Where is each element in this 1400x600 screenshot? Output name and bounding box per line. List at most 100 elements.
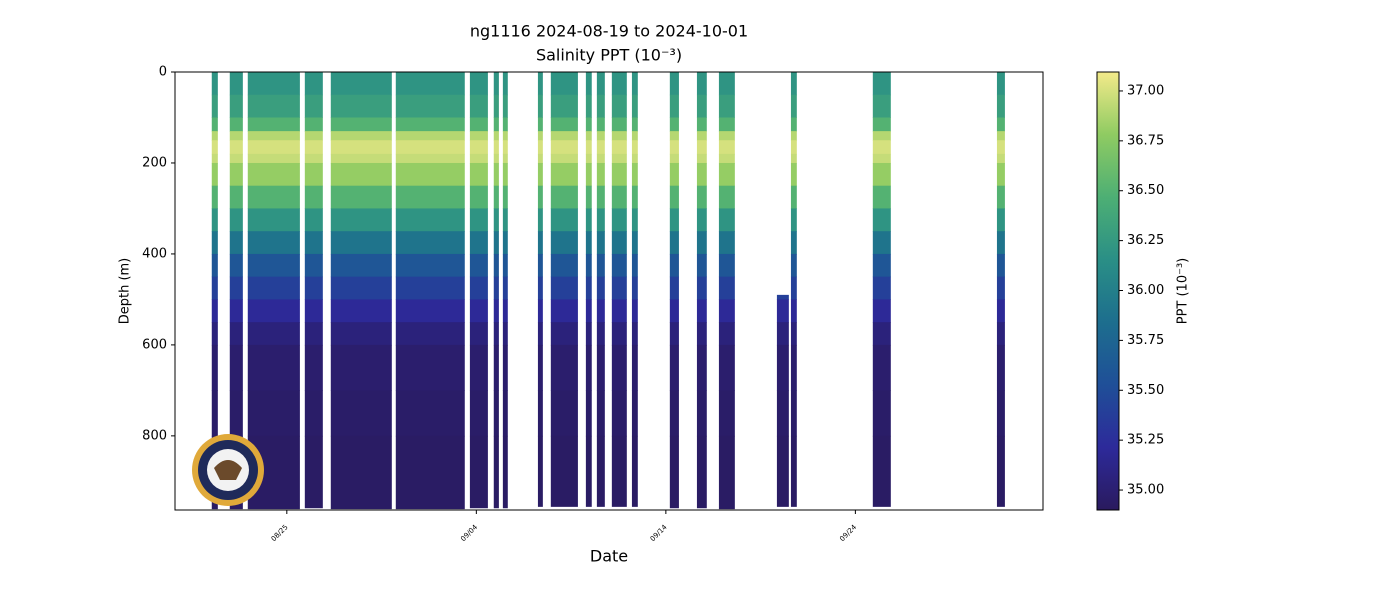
profile-cell bbox=[330, 185, 392, 209]
y-tick-label: 0 bbox=[159, 65, 167, 80]
profile-cell bbox=[996, 299, 1005, 323]
profile-cell bbox=[550, 299, 578, 323]
profile-cell bbox=[247, 322, 300, 346]
profile-cell bbox=[631, 131, 638, 141]
profile-cell bbox=[550, 390, 578, 437]
profile-cell bbox=[631, 231, 638, 255]
profile-cell bbox=[631, 208, 638, 232]
profile-cell bbox=[872, 322, 891, 346]
profile-cell bbox=[493, 435, 499, 509]
profile-cell bbox=[247, 140, 300, 155]
profile-cell bbox=[872, 94, 891, 118]
profile-cell bbox=[537, 140, 543, 155]
profile-cell bbox=[304, 140, 323, 155]
profile-cell bbox=[611, 276, 627, 300]
profile-cell bbox=[631, 153, 638, 164]
profile-cell bbox=[395, 253, 465, 278]
profile-cell bbox=[790, 162, 797, 187]
profile-cell bbox=[502, 276, 508, 300]
profile-cell bbox=[211, 344, 218, 391]
profile-cell bbox=[669, 253, 679, 278]
profile-cell bbox=[550, 131, 578, 141]
profile-cell bbox=[229, 276, 243, 300]
profile-cell bbox=[469, 390, 488, 437]
profile-cell bbox=[996, 322, 1005, 346]
profile-cell bbox=[502, 131, 508, 141]
profile-cell bbox=[247, 344, 300, 391]
profile-cell bbox=[718, 253, 735, 278]
profile-cell bbox=[247, 231, 300, 255]
profile-cell bbox=[631, 322, 638, 346]
profile-cell bbox=[330, 162, 392, 187]
profile-cell bbox=[872, 435, 891, 507]
profile-cell bbox=[229, 94, 243, 118]
profile-cell bbox=[696, 140, 707, 155]
profile-cell bbox=[996, 162, 1005, 187]
profile-cell bbox=[330, 231, 392, 255]
profile-cell bbox=[330, 435, 392, 510]
profile-cell bbox=[718, 185, 735, 209]
profile-cell bbox=[718, 131, 735, 141]
profile-cell bbox=[493, 253, 499, 278]
profile-cell bbox=[304, 253, 323, 278]
profile-cell bbox=[493, 94, 499, 118]
profile-cell bbox=[996, 276, 1005, 300]
profile-cell bbox=[696, 208, 707, 232]
profile-cell bbox=[631, 299, 638, 323]
profile-cell bbox=[330, 117, 392, 132]
profile-cell bbox=[631, 117, 638, 132]
profile-cell bbox=[502, 299, 508, 323]
profile-cell bbox=[493, 162, 499, 187]
profile-cell bbox=[537, 72, 543, 96]
profile-cell bbox=[304, 435, 323, 509]
profile-cell bbox=[550, 208, 578, 232]
profile-cell bbox=[493, 117, 499, 132]
profile-cell bbox=[229, 299, 243, 323]
profile-cell bbox=[585, 253, 592, 278]
x-tick-label: 08/25 bbox=[270, 523, 290, 543]
profile-cell bbox=[596, 94, 605, 118]
profile-cell bbox=[669, 231, 679, 255]
profile-cell bbox=[229, 390, 243, 437]
y-tick-label: 800 bbox=[142, 428, 167, 443]
profile-cell bbox=[211, 131, 218, 141]
profile-cell bbox=[596, 231, 605, 255]
profile-cell bbox=[585, 299, 592, 323]
profile-cell bbox=[996, 344, 1005, 391]
profile-cell bbox=[669, 185, 679, 209]
profile-cell bbox=[502, 322, 508, 346]
profile-cell bbox=[611, 299, 627, 323]
profile-cell bbox=[493, 140, 499, 155]
profile-cell bbox=[537, 299, 543, 323]
y-axis-label: Depth (m) bbox=[118, 258, 133, 325]
profile-cell bbox=[493, 322, 499, 346]
profile-cell bbox=[469, 208, 488, 232]
colorbar-tick-label: 36.50 bbox=[1127, 183, 1164, 198]
profile-cell bbox=[776, 390, 789, 437]
profile-cell bbox=[872, 390, 891, 437]
profile-cell bbox=[469, 231, 488, 255]
profile-cell bbox=[330, 208, 392, 232]
profile-cell bbox=[304, 390, 323, 437]
profile-cell bbox=[631, 253, 638, 278]
profile-cell bbox=[585, 344, 592, 391]
profile-cell bbox=[585, 117, 592, 132]
profile-cell bbox=[395, 344, 465, 391]
profile-cell bbox=[776, 294, 789, 300]
chart-title: ng1116 2024-08-19 to 2024-10-01 bbox=[470, 22, 748, 41]
profile-cell bbox=[718, 231, 735, 255]
profile-cell bbox=[469, 162, 488, 187]
profile-cell bbox=[537, 185, 543, 209]
profile-cell bbox=[996, 208, 1005, 232]
profile-cell bbox=[669, 131, 679, 141]
colorbar-tick-label: 36.00 bbox=[1127, 283, 1164, 298]
profile-cell bbox=[493, 344, 499, 391]
profile-cell bbox=[469, 185, 488, 209]
plot-area bbox=[211, 72, 1005, 510]
profile-cell bbox=[872, 185, 891, 209]
profile-cell bbox=[211, 390, 218, 437]
profile-cell bbox=[229, 185, 243, 209]
profile-cell bbox=[790, 185, 797, 209]
profile-cell bbox=[872, 131, 891, 141]
